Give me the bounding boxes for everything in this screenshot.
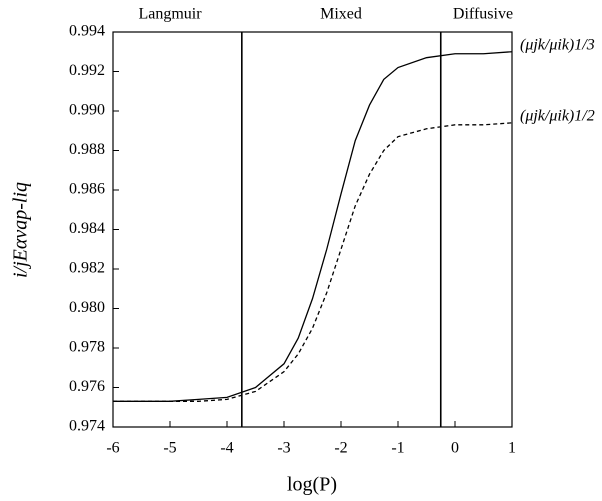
y-tick-label: 0.988: [69, 141, 105, 158]
series-label: (μjk/μik)1/3: [520, 36, 595, 53]
y-tick-label: 0.980: [69, 299, 105, 316]
region-label: Langmuir: [138, 6, 202, 23]
region-label: Diffusive: [453, 6, 513, 23]
x-tick-label: -1: [391, 440, 404, 457]
x-tick-label: 1: [508, 440, 516, 457]
y-tick-label: 0.994: [69, 23, 105, 40]
series-line: [113, 51, 513, 402]
region-label: Mixed: [320, 6, 362, 23]
plot-frame: [112, 31, 513, 428]
x-tick-label: -2: [334, 440, 347, 457]
y-tick-label: 0.974: [69, 418, 105, 435]
series-label: (μjk/μik)1/2: [520, 108, 595, 125]
x-tick-label: 0: [451, 440, 459, 457]
x-tick-label: -5: [163, 440, 176, 457]
y-tick-label: 0.992: [69, 62, 105, 79]
y-axis-label: i/jEαvap-liq: [10, 182, 32, 278]
series-line: [113, 122, 513, 402]
y-tick-label: 0.978: [69, 339, 105, 356]
y-tick-label: 0.976: [69, 378, 105, 395]
y-tick-label: 0.984: [69, 220, 105, 237]
y-tick-label: 0.990: [69, 102, 105, 119]
x-tick-label: -6: [106, 440, 119, 457]
y-tick-label: 0.986: [69, 181, 105, 198]
x-tick-label: -3: [277, 440, 290, 457]
y-tick-label: 0.982: [69, 260, 105, 277]
x-tick-label: -4: [220, 440, 233, 457]
x-axis-label: log(P): [287, 474, 337, 496]
